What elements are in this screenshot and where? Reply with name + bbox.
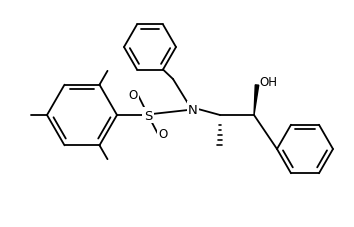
Text: OH: OH xyxy=(259,75,277,88)
Text: N: N xyxy=(188,103,198,116)
Text: O: O xyxy=(158,128,168,141)
Text: S: S xyxy=(144,109,152,122)
Polygon shape xyxy=(254,85,259,116)
Text: O: O xyxy=(129,88,138,101)
